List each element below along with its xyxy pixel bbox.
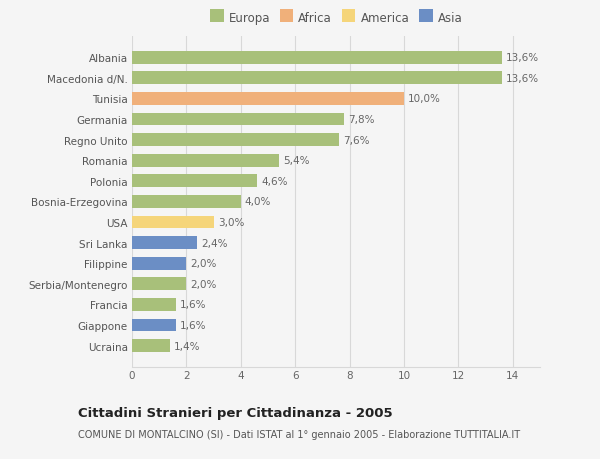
Bar (132, 52, 502, 64)
Text: COMUNE DI MONTALCINO (SI) - Dati ISTAT al 1° gennaio 2005 - Elaborazione TUTTITA: COMUNE DI MONTALCINO (SI) - Dati ISTAT a… (78, 429, 520, 439)
Text: 10,0%: 10,0% (408, 94, 441, 104)
Bar (132, 278, 187, 291)
Text: 2,0%: 2,0% (190, 258, 217, 269)
Bar (132, 319, 176, 332)
Text: 4,0%: 4,0% (245, 197, 271, 207)
Legend: Europa, Africa, America, Asia: Europa, Africa, America, Asia (208, 10, 464, 28)
Bar (132, 113, 344, 126)
Bar (132, 155, 279, 167)
Bar (132, 340, 170, 352)
Text: 1,6%: 1,6% (179, 320, 206, 330)
Text: 1,6%: 1,6% (179, 300, 206, 310)
Text: 13,6%: 13,6% (506, 74, 539, 84)
Bar (132, 93, 404, 106)
Bar (132, 134, 339, 147)
Bar (132, 237, 197, 249)
Text: 3,0%: 3,0% (218, 218, 244, 228)
Text: 2,0%: 2,0% (190, 279, 217, 289)
Text: Cittadini Stranieri per Cittadinanza - 2005: Cittadini Stranieri per Cittadinanza - 2… (78, 406, 392, 419)
Text: 5,4%: 5,4% (283, 156, 310, 166)
Bar (132, 175, 257, 188)
Text: 1,4%: 1,4% (174, 341, 200, 351)
Bar (132, 72, 502, 85)
Text: 7,6%: 7,6% (343, 135, 369, 146)
Text: 4,6%: 4,6% (261, 176, 288, 186)
Bar (132, 298, 176, 311)
Bar (132, 257, 187, 270)
Bar (132, 196, 241, 208)
Text: 13,6%: 13,6% (506, 53, 539, 63)
Text: 2,4%: 2,4% (202, 238, 228, 248)
Text: 7,8%: 7,8% (348, 115, 375, 125)
Bar (132, 216, 214, 229)
